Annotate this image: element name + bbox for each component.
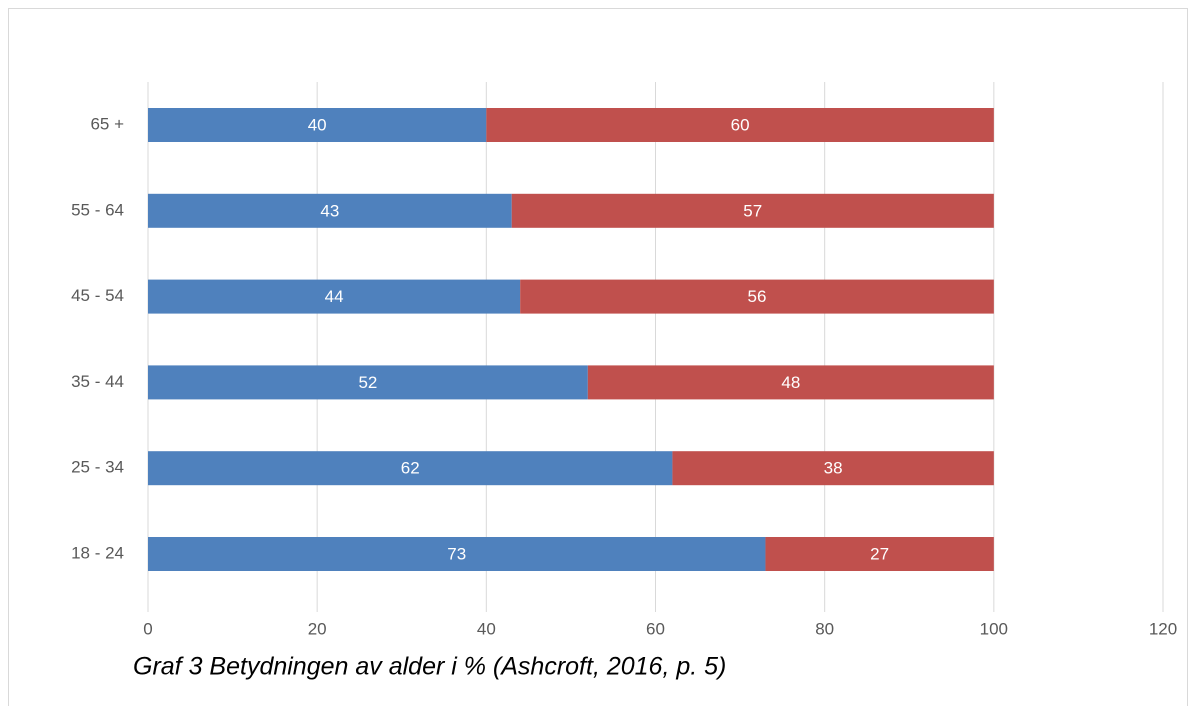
data-label: 38 — [824, 459, 843, 478]
bar-segment — [148, 451, 673, 486]
x-tick-label: 100 — [980, 619, 1008, 638]
data-label: 73 — [447, 544, 466, 563]
y-tick-label: 25 - 34 — [71, 458, 124, 477]
bar-segment — [148, 279, 521, 314]
y-tick-label: 18 - 24 — [71, 543, 124, 562]
x-tick-label: 120 — [1149, 619, 1177, 638]
x-tick-label: 60 — [646, 619, 665, 638]
data-label: 43 — [320, 201, 339, 220]
chart-frame — [8, 8, 1188, 706]
data-label: 60 — [731, 115, 750, 134]
bar-segment — [148, 365, 588, 400]
y-tick-label: 65 + — [90, 114, 124, 133]
y-tick-label: 45 - 54 — [71, 286, 124, 305]
data-label: 56 — [748, 287, 767, 306]
bar-segment — [148, 193, 512, 228]
bar-segment — [765, 537, 994, 571]
data-label: 52 — [358, 373, 377, 392]
x-tick-label: 80 — [815, 619, 834, 638]
x-tick-label: 40 — [477, 619, 496, 638]
bar-segment — [148, 537, 766, 571]
bar-segment — [486, 108, 994, 142]
data-label: 40 — [308, 115, 327, 134]
bar-segment — [587, 365, 994, 400]
y-tick-label: 55 - 64 — [71, 200, 124, 219]
x-tick-label: 20 — [308, 619, 327, 638]
data-label: 44 — [325, 287, 344, 306]
bar-segment — [672, 451, 994, 486]
bar-segment — [511, 193, 994, 228]
data-label: 57 — [743, 201, 762, 220]
data-label: 62 — [401, 459, 420, 478]
y-tick-label: 35 - 44 — [71, 372, 124, 391]
data-label: 27 — [870, 544, 889, 563]
data-label: 48 — [781, 373, 800, 392]
bar-segment — [148, 108, 487, 142]
chart-title: Graf 3 Betydningen av alder i % (Ashcrof… — [133, 653, 726, 681]
bar-segment — [520, 279, 994, 314]
x-tick-label: 0 — [143, 619, 152, 638]
